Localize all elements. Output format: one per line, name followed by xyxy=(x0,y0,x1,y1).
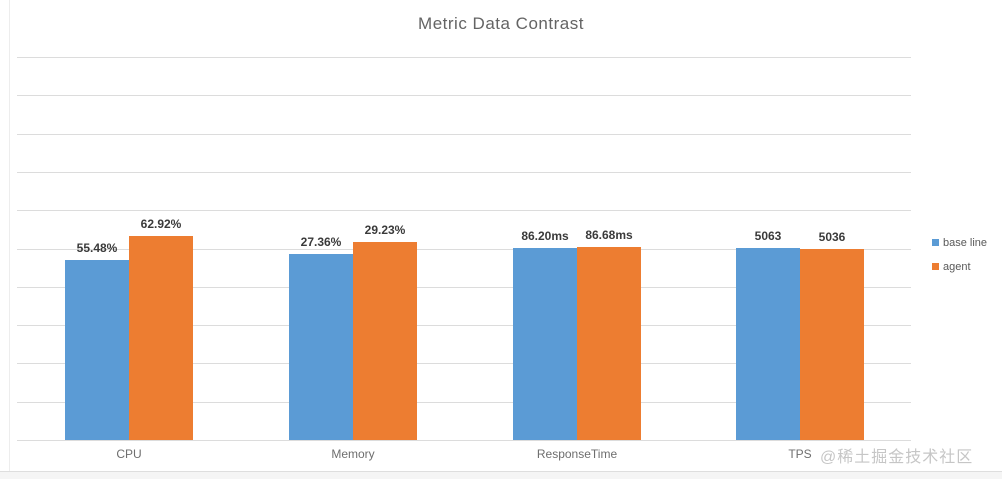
gridline xyxy=(17,95,911,97)
left-border-line xyxy=(9,0,10,471)
data-label-agent-responsetime: 86.68ms xyxy=(585,228,633,242)
gridline xyxy=(17,363,911,365)
gridline xyxy=(17,171,911,173)
data-label-base-line-responsetime: 86.20ms xyxy=(521,229,569,243)
gridline xyxy=(17,286,911,288)
data-label-base-line-tps: 5063 xyxy=(754,229,782,243)
chart-title: Metric Data Contrast xyxy=(418,14,584,33)
data-label-agent-memory: 29.23% xyxy=(364,223,406,237)
gridline xyxy=(17,133,911,135)
bar-agent-responsetime xyxy=(577,247,641,440)
bar-base-line-tps xyxy=(736,248,800,440)
gridline xyxy=(17,325,911,327)
data-label-base-line-cpu: 55.48% xyxy=(76,241,118,255)
bar-base-line-cpu xyxy=(65,260,129,440)
data-label-agent-cpu: 62.92% xyxy=(140,217,182,231)
legend: base line agent xyxy=(932,236,987,284)
data-label-base-line-memory: 27.36% xyxy=(300,235,342,249)
bottom-edge-band xyxy=(0,471,1002,479)
x-axis-label-memory: Memory xyxy=(331,447,375,461)
legend-label: agent xyxy=(943,260,971,273)
legend-swatch-icon xyxy=(932,263,939,270)
gridline xyxy=(17,440,911,441)
legend-item-base-line: base line xyxy=(932,236,987,249)
watermark: @稀土掘金技术社区 xyxy=(820,449,974,466)
bar-agent-memory xyxy=(353,242,417,440)
x-axis-label-tps: TPS xyxy=(788,447,812,461)
gridline xyxy=(17,210,911,212)
gridline xyxy=(17,57,911,58)
legend-label: base line xyxy=(943,236,988,249)
bar-agent-cpu xyxy=(129,236,193,440)
gridline xyxy=(17,248,911,250)
x-axis-label-cpu: CPU xyxy=(116,447,142,461)
bar-base-line-responsetime xyxy=(513,248,577,440)
legend-swatch-icon xyxy=(932,239,939,246)
plot-area: 55.48% 62.92% 27.36% 29.23% 86.20ms 86.68ms 50… xyxy=(17,57,911,441)
bar-agent-tps xyxy=(800,249,864,440)
data-label-agent-tps: 5036 xyxy=(818,230,846,244)
gridline xyxy=(17,401,911,403)
bar-base-line-memory xyxy=(289,254,353,440)
x-axis-label-responsetime: ResponseTime xyxy=(536,447,618,461)
legend-item-agent: agent xyxy=(932,260,987,273)
